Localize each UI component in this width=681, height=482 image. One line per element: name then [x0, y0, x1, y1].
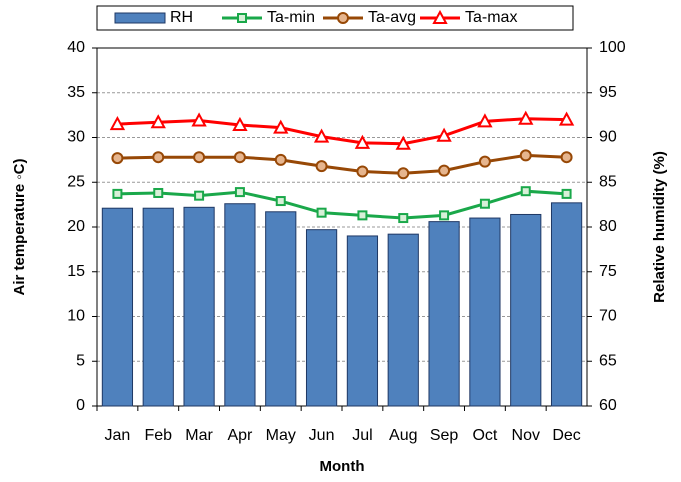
bar: [469, 217, 501, 407]
bar: [550, 202, 583, 407]
marker: [356, 165, 369, 178]
line: [117, 117, 567, 146]
marker: [561, 188, 572, 199]
marker: [273, 119, 289, 134]
marker: [438, 164, 451, 177]
marker: [518, 110, 534, 125]
marker: [558, 111, 575, 126]
marker: [520, 186, 531, 197]
legend-swatch: [114, 12, 166, 24]
x-tick-label: Feb: [144, 427, 172, 444]
bar: [142, 207, 174, 407]
y2-tick-label: 90: [599, 129, 617, 146]
y2-tick-label: 95: [599, 84, 617, 101]
bar: [387, 233, 419, 407]
y-tick-label: 20: [67, 218, 85, 235]
y2-tick-label: 60: [599, 397, 617, 414]
bar: [101, 207, 134, 407]
y2-tick-label: 85: [599, 173, 617, 190]
y-tick-label: 0: [76, 397, 85, 414]
y-tick-label: 30: [67, 129, 85, 146]
legend-label: Ta-max: [465, 9, 517, 26]
x-tick-label: Jun: [309, 427, 335, 444]
y2-tick-label: 70: [599, 308, 617, 325]
x-tick-label: May: [266, 427, 296, 444]
marker: [191, 112, 207, 127]
legend-marker: [237, 13, 247, 23]
legend-label: RH: [170, 9, 193, 26]
marker: [436, 127, 452, 142]
y-axis-label: Air temperature ◦C): [11, 158, 28, 295]
y-tick-label: 40: [67, 39, 85, 56]
x-tick-label: Oct: [472, 427, 497, 444]
marker: [193, 151, 206, 164]
marker: [477, 113, 493, 128]
x-tick-label: Jan: [105, 427, 131, 444]
marker: [109, 115, 126, 131]
marker: [354, 134, 371, 149]
line: [117, 189, 567, 220]
marker: [233, 151, 246, 164]
marker: [560, 151, 573, 164]
marker: [439, 210, 450, 221]
bar: [428, 221, 460, 407]
marker: [479, 198, 490, 209]
bar: [224, 203, 256, 407]
bar: [346, 235, 379, 407]
legend-label: Ta-avg: [368, 9, 416, 26]
x-tick-label: Dec: [552, 427, 580, 444]
y2-tick-label: 80: [599, 218, 617, 235]
y2-tick-label: 65: [599, 352, 617, 369]
y-tick-label: 5: [76, 352, 85, 369]
bar: [265, 211, 297, 407]
marker: [315, 160, 328, 173]
x-tick-label: Nov: [512, 427, 540, 444]
marker: [150, 114, 166, 129]
marker: [232, 116, 248, 131]
y-tick-label: 15: [67, 263, 85, 280]
marker: [194, 190, 205, 201]
y2-axis-label: Relative humidity (%): [651, 151, 668, 303]
x-tick-label: Mar: [185, 427, 213, 444]
marker: [234, 187, 245, 198]
x-tick-label: Jul: [352, 427, 372, 444]
x-tick-label: Sep: [430, 427, 459, 444]
y-tick-label: 25: [67, 173, 85, 190]
x-axis-label: Month: [320, 458, 365, 475]
marker: [398, 213, 409, 224]
legend-marker: [337, 12, 349, 24]
x-tick-label: Aug: [389, 427, 417, 444]
marker: [111, 152, 124, 165]
marker: [313, 128, 330, 143]
marker: [357, 210, 368, 221]
marker: [152, 151, 165, 164]
y-tick-label: 35: [67, 84, 85, 101]
marker: [519, 149, 532, 162]
marker: [112, 188, 123, 199]
bar: [183, 206, 215, 407]
y2-tick-label: 100: [599, 39, 626, 56]
marker: [478, 155, 491, 168]
marker: [316, 207, 327, 218]
x-tick-label: Apr: [227, 427, 253, 444]
bar: [510, 213, 542, 407]
y-tick-label: 10: [67, 308, 85, 325]
bar: [305, 229, 338, 407]
legend-marker: [432, 9, 448, 24]
marker: [275, 196, 286, 207]
marker: [153, 187, 164, 198]
line: [117, 153, 567, 175]
marker: [395, 135, 411, 150]
y2-tick-label: 75: [599, 263, 617, 280]
legend-label: Ta-min: [267, 9, 315, 26]
marker: [274, 153, 287, 166]
marker: [397, 167, 410, 180]
